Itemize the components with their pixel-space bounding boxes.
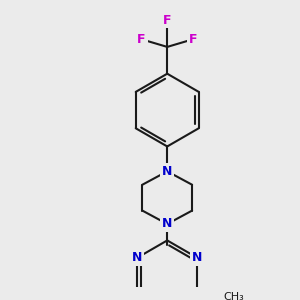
Text: N: N (162, 218, 172, 230)
Text: N: N (162, 165, 172, 178)
Text: F: F (163, 14, 172, 27)
Text: N: N (192, 251, 202, 264)
Text: CH₃: CH₃ (223, 292, 244, 300)
Text: F: F (189, 33, 197, 46)
Text: F: F (137, 33, 146, 46)
Text: N: N (132, 251, 142, 264)
